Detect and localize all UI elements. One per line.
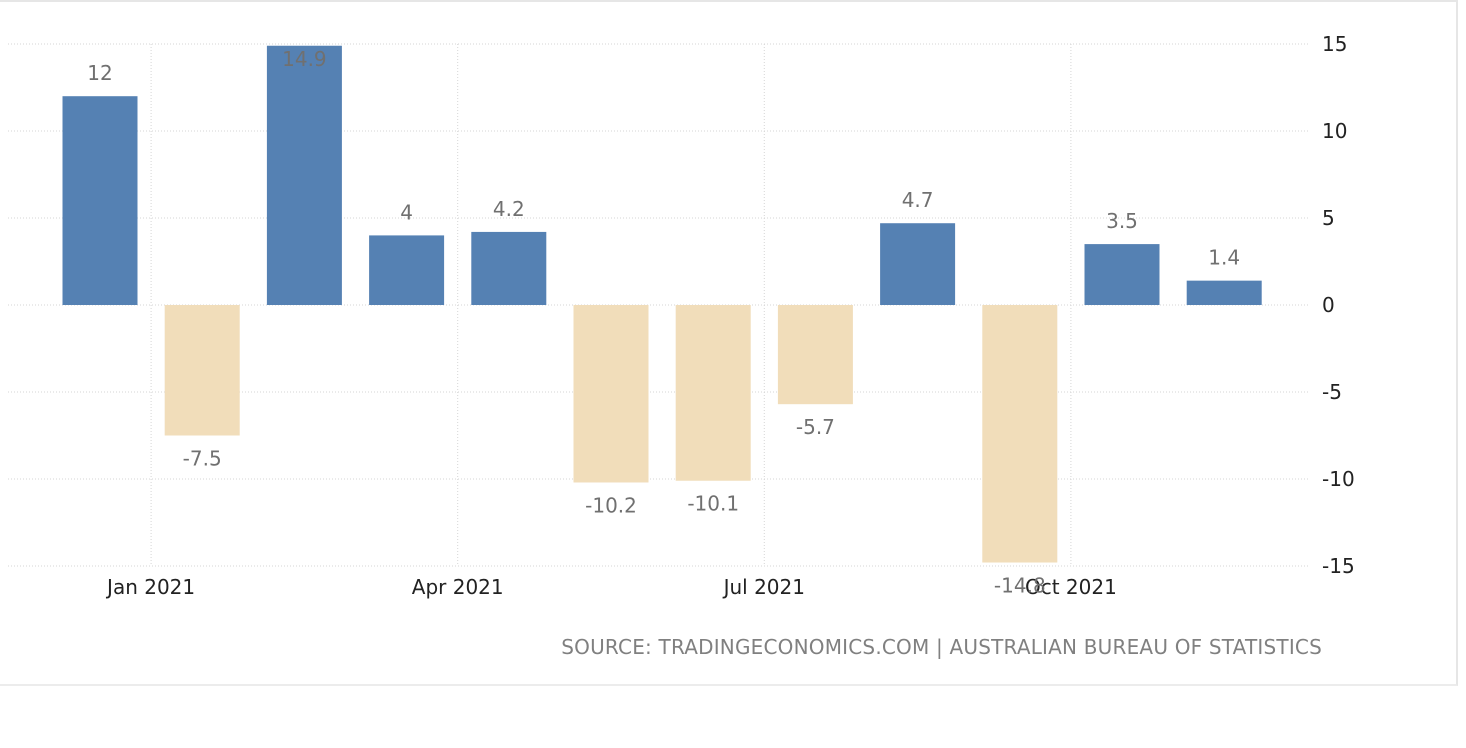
bar-dec-2020[interactable]: [62, 96, 138, 305]
bar-value-label: -5.7: [796, 415, 835, 439]
y-tick-label: -10: [1322, 467, 1355, 491]
bar-jul-2021[interactable]: [777, 305, 853, 405]
bar-value-label: -10.2: [585, 493, 637, 517]
bar-value-label: 12: [87, 61, 112, 85]
bar-value-label: -14.8: [994, 574, 1046, 598]
x-tick-label: Jul 2021: [722, 575, 805, 599]
bar-value-label: 3.5: [1106, 209, 1138, 233]
bar-mar-2021[interactable]: [369, 235, 445, 305]
bar-jan-2021[interactable]: [164, 305, 240, 436]
bar-value-label: -10.1: [687, 492, 739, 516]
source-attribution: SOURCE: TRADINGECONOMICS.COM | AUSTRALIA…: [561, 635, 1322, 659]
bar-jun-2021[interactable]: [675, 305, 751, 481]
bar-apr-2021[interactable]: [471, 231, 547, 305]
y-tick-label: -5: [1322, 380, 1342, 404]
bar-nov-2021[interactable]: [1186, 280, 1262, 305]
bar-sep-2021[interactable]: [982, 305, 1058, 563]
y-tick-label: 0: [1322, 293, 1335, 317]
x-tick-label: Jan 2021: [105, 575, 195, 599]
bar-chart: 15 10 5 0 -5 -10 -15 Jan 2021 Apr 2021 Jul 2021 Oc…: [8, 32, 1355, 599]
bar-value-label: 4: [400, 200, 413, 224]
chart-container: 15 10 5 0 -5 -10 -15 Jan 2021 Apr 2021 Jul 2021 Oc…: [0, 0, 1458, 686]
bar-feb-2021[interactable]: [266, 45, 342, 306]
bar-value-label: 4.7: [902, 188, 934, 212]
bar-value-label: 1.4: [1208, 246, 1240, 270]
bar-value-label: 4.2: [493, 197, 525, 221]
bar-oct-2021[interactable]: [1084, 244, 1160, 305]
bar-may-2021[interactable]: [573, 305, 649, 483]
bar-value-label: -7.5: [183, 447, 222, 471]
y-tick-label: 5: [1322, 206, 1335, 230]
bar-aug-2021[interactable]: [880, 223, 956, 305]
y-tick-label: -15: [1322, 554, 1355, 578]
y-tick-label: 15: [1322, 32, 1347, 56]
x-tick-label: Oct 2021: [1025, 575, 1117, 599]
bar-value-label: 14.9: [282, 47, 327, 71]
y-tick-label: 10: [1322, 119, 1347, 143]
x-tick-label: Apr 2021: [412, 575, 504, 599]
